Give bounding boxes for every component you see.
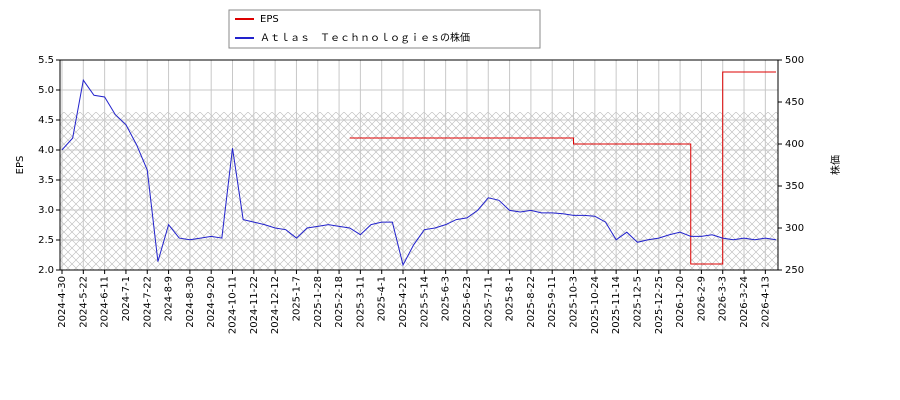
y-tick-label: 4.0 <box>38 145 54 156</box>
x-tick-label: 2026-1-20 <box>675 276 686 328</box>
y-axis-label: EPS <box>15 156 26 175</box>
x-tick-label: 2024-8-30 <box>185 276 196 328</box>
y2-axis-label: 株価 <box>829 155 842 175</box>
x-tick-label: 2025-4-1 <box>377 276 388 321</box>
x-tick-label: 2024-8-9 <box>164 276 175 321</box>
y-tick-label: 5.0 <box>38 85 54 96</box>
x-tick-label: 2024-4-30 <box>57 276 68 328</box>
series-line <box>61 78 777 267</box>
x-tick-label: 2024-7-1 <box>121 276 132 321</box>
x-tick-label: 2025-7-11 <box>483 276 494 328</box>
y-tick-label: 5.5 <box>38 55 54 66</box>
hatched-band <box>60 112 778 270</box>
x-tick-label: 2024-6-11 <box>100 276 111 328</box>
y2-tick-label: 250 <box>785 265 804 276</box>
y2-tick-label: 300 <box>785 223 804 234</box>
x-tick-label: 2025-8-1 <box>505 276 516 321</box>
y2-tick-label: 450 <box>785 97 804 108</box>
x-tick-label: 2025-4-21 <box>398 276 409 328</box>
x-tick-label: 2025-11-14 <box>611 276 622 334</box>
x-tick-label: 2024-12-12 <box>270 276 281 334</box>
x-tick-label: 2025-12-25 <box>654 276 665 334</box>
legend: EPS Ａｔｌａｓ Ｔｅｃｈｎｏｌｏｇｉｅｓの株価 <box>228 9 541 49</box>
y-tick-label: 3.0 <box>38 205 54 216</box>
x-tick-label: 2025-6-23 <box>462 276 473 328</box>
x-tick-label: 2024-7-22 <box>142 276 153 328</box>
x-tick-label: 2024-10-11 <box>228 276 239 334</box>
x-tick-label: 2026-4-13 <box>760 276 771 328</box>
legend-label: Ａｔｌａｓ Ｔｅｃｈｎｏｌｏｇｉｅｓの株価 <box>260 31 470 44</box>
y-tick-label: 3.5 <box>38 175 54 186</box>
x-tick-label: 2025-1-28 <box>313 276 324 328</box>
x-tick-label: 2025-1-7 <box>291 276 302 321</box>
x-tick-label: 2025-10-24 <box>590 276 601 334</box>
x-tick-label: 2026-3-3 <box>718 276 729 321</box>
x-tick-label: 2026-3-24 <box>739 276 750 328</box>
y-tick-label: 4.5 <box>38 115 54 126</box>
plot-frame <box>59 59 779 271</box>
x-tick-label: 2025-8-22 <box>526 276 537 328</box>
x-tick-label: 2024-9-20 <box>206 276 217 328</box>
x-tick-label: 2025-6-3 <box>441 276 452 321</box>
x-tick-label: 2025-10-3 <box>569 276 580 328</box>
x-tick-label: 2024-11-22 <box>249 276 260 334</box>
x-tick-label: 2026-2-9 <box>696 276 707 321</box>
x-tick-label: 2025-9-11 <box>547 276 558 328</box>
legend-label: EPS <box>260 14 279 25</box>
y2-tick-label: 400 <box>785 139 804 150</box>
legend-box <box>228 9 541 49</box>
x-tick-label: 2025-12-5 <box>632 276 643 328</box>
series-line <box>349 71 776 265</box>
x-tick-label: 2025-2-18 <box>334 276 345 328</box>
x-tick-label: 2024-5-22 <box>78 276 89 328</box>
y2-tick-label: 350 <box>785 181 804 192</box>
y-tick-label: 2.5 <box>38 235 54 246</box>
y-tick-label: 2.0 <box>38 265 54 276</box>
x-tick-label: 2025-5-14 <box>419 276 430 328</box>
y2-tick-label: 500 <box>785 55 804 66</box>
x-tick-label: 2025-3-11 <box>355 276 366 328</box>
